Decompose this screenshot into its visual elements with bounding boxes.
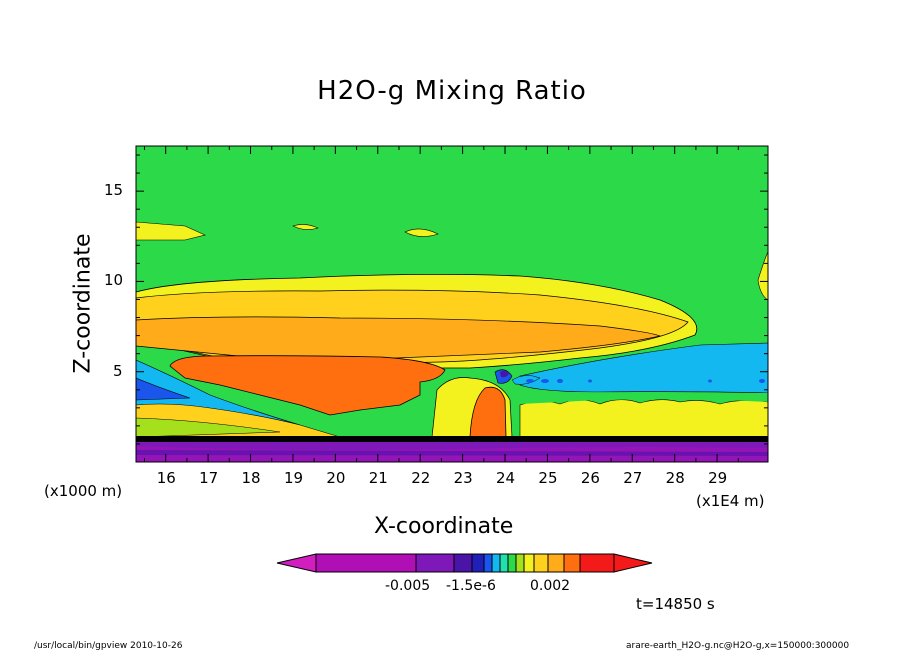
field-updraft-purple [500, 370, 509, 378]
colorbar-label: -1.5e-6 [446, 578, 496, 594]
colorbar-label: -0.005 [385, 578, 431, 594]
x-tick-label: 29 [708, 469, 728, 487]
field-yellow-patch-mid [404, 228, 439, 237]
colorbar-segment [523, 553, 535, 573]
x-tick-label: 28 [665, 469, 685, 487]
field-surface-band [136, 436, 768, 442]
field-core [169, 355, 446, 416]
plot-area [136, 146, 768, 462]
field-cyan-layer [519, 342, 768, 394]
field-updraft-cyan [511, 375, 541, 385]
x-tick-label: 16 [156, 469, 176, 487]
colorbar-label: 0.002 [530, 578, 571, 594]
x-tick-label: 20 [326, 469, 346, 487]
y-axis-label: Z-coordinate [70, 233, 96, 374]
field-right-green-band [520, 392, 768, 404]
field-lower-green [136, 417, 281, 438]
field-right-ripples [519, 399, 768, 438]
y-tick-label: 10 [104, 271, 124, 290]
field-left-blue [136, 377, 191, 401]
colorbar-segment [483, 553, 493, 573]
x-tick-label: 21 [368, 469, 388, 487]
x-tick-label: 23 [453, 469, 473, 487]
colorbar-segment [471, 553, 485, 573]
colorbar-segment [415, 553, 455, 573]
colorbar-segment [533, 553, 549, 573]
colorbar-segment [491, 553, 501, 573]
field-yellow-patch-left [136, 221, 206, 241]
colorbar-arrow-left [276, 553, 317, 573]
colorbar-arrow-right [613, 553, 653, 573]
colorbar-segment [563, 553, 581, 573]
field-blue-dots [526, 379, 765, 383]
field-surface-dark [136, 450, 768, 456]
x-tick-label: 24 [496, 469, 516, 487]
colorbar-segment [315, 553, 417, 573]
y-tick-label: 5 [113, 361, 123, 380]
x-unit-label: (x1000 m) [44, 482, 123, 500]
colorbar-segment [507, 553, 517, 573]
x-tick-label: 18 [241, 469, 261, 487]
field-yellow-patch-small [292, 224, 319, 230]
footer-source: arare-earth_H2O-g.nc@H2O-g,x=150000:3000… [626, 641, 850, 651]
x-tick-label: 26 [580, 469, 600, 487]
plot-frame [135, 145, 769, 463]
x-tick-label: 25 [538, 469, 558, 487]
axis-ticks [136, 146, 768, 462]
colorbar-segment [547, 553, 565, 573]
colorbar-segment [579, 553, 615, 573]
chart-title: H2O-g Mixing Ratio [317, 76, 587, 106]
y-tick-label: 15 [104, 181, 124, 200]
colorbar-segment [515, 553, 525, 573]
x-tick-label: 19 [283, 469, 304, 487]
field-updraft-orange [469, 386, 507, 438]
x-tick-label: 27 [623, 469, 643, 487]
x-scale-label: (x1E4 m) [696, 492, 765, 510]
footer-command: /usr/local/bin/gpview 2010-10-26 [34, 641, 183, 651]
time-annotation: t=14850 s [636, 595, 715, 613]
x-tick-label: 22 [411, 469, 431, 487]
colorbar [276, 553, 653, 573]
x-tick-label: 17 [199, 469, 219, 487]
field-yellow-patch-right [757, 251, 768, 301]
colorbar-segment [453, 553, 473, 573]
colorbar-segment [499, 553, 509, 573]
field-mid-orange [136, 316, 662, 363]
x-axis-label: X-coordinate [374, 514, 514, 539]
